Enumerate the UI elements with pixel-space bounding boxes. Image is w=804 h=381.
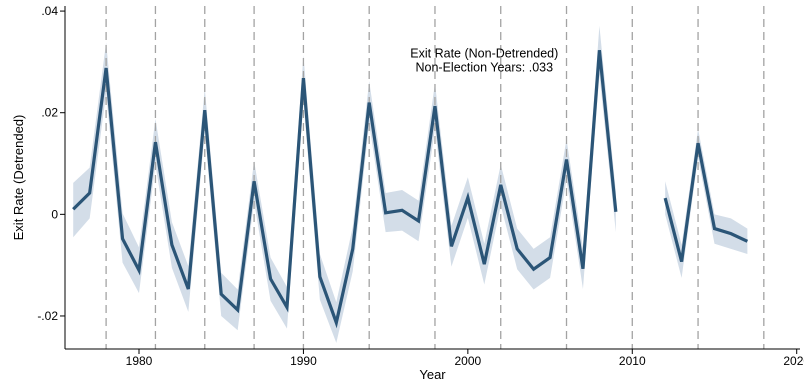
x-axis-title: Year: [419, 367, 446, 381]
x-tick-label-2010: 2010: [619, 354, 646, 368]
series-line-segment-2: [663, 142, 749, 263]
x-tick-label-2020: 2020: [783, 354, 804, 368]
y-tick-label-1: 0: [51, 207, 58, 221]
confidence-band-segment-1: [73, 25, 616, 343]
series-line-segment-1: [72, 50, 618, 329]
y-axis-title: Exit Rate (Detrended): [11, 115, 26, 241]
y-ticks: -.02 0 .02 .04: [37, 4, 65, 323]
x-tick-label-2000: 2000: [455, 354, 482, 368]
axes: [64, 6, 800, 350]
x-ticks: 1980 1990 2000 2010 2020: [126, 349, 804, 368]
confidence-band-segment-2: [665, 128, 748, 278]
annotation-line-1: Exit Rate (Non-Detrended): [410, 46, 558, 60]
election-year-lines: [105, 6, 765, 349]
y-tick-label-2: .02: [41, 106, 58, 120]
annotation-line-2: Non-Election Years: .033: [415, 60, 553, 74]
x-tick-label-1990: 1990: [290, 354, 317, 368]
series-lines: [72, 50, 749, 329]
y-tick-label-3: .04: [41, 4, 58, 18]
confidence-bands: [73, 25, 748, 343]
y-tick-label-0: -.02: [37, 309, 58, 323]
annotation: Exit Rate (Non-Detrended) Non-Election Y…: [410, 46, 558, 74]
x-tick-label-1980: 1980: [126, 354, 153, 368]
